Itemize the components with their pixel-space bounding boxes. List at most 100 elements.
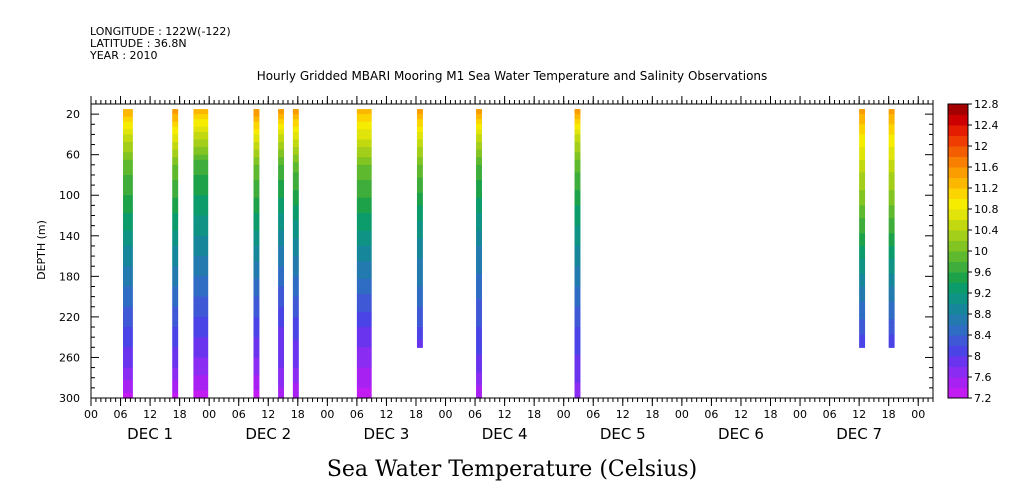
temperature-cell [253,258,260,262]
temperature-cell [292,136,299,141]
temperature-cell [172,207,179,212]
temperature-cell [123,240,133,244]
temperature-cell [416,276,423,280]
temperature-cell [292,159,299,163]
colorbar-swatch [948,303,968,315]
temperature-cell [278,124,285,128]
temperature-cell [476,296,482,300]
temperature-cell [859,253,866,257]
temperature-cell [476,268,482,272]
temperature-cell [416,311,423,315]
temperature-cell [476,299,482,303]
temperature-cell [172,278,179,283]
temperature-cell [574,392,581,397]
temperature-cell [292,253,299,257]
temperature-cell [888,316,895,321]
temperature-cell [574,147,581,151]
temperature-cell [172,329,179,333]
temperature-cell [123,347,133,351]
temperature-cell [476,192,482,196]
observation-column-11 [859,109,866,348]
temperature-cell [416,157,423,161]
temperature-cell [292,321,299,326]
temperature-cell [859,220,866,224]
day-label: DEC 1 [127,425,173,443]
temperature-cell [574,142,581,146]
temperature-cell [356,205,372,209]
temperature-cell [172,197,179,201]
temperature-cell [193,347,209,351]
temperature-cell [476,210,482,214]
temperature-cell [416,304,423,308]
temperature-cell [416,205,423,209]
temperature-cell [123,235,133,239]
temperature-cell [292,377,299,381]
colorbar-swatch [948,135,968,147]
temperature-cell [123,157,133,161]
temperature-cell [574,223,581,227]
temperature-cell [476,342,482,346]
temperature-cell [574,218,581,222]
temperature-cell [356,245,372,250]
temperature-cell [172,268,179,272]
temperature-cell [253,314,260,318]
temperature-cell [193,390,209,394]
temperature-cell [193,271,209,275]
temperature-cell [278,370,285,374]
temperature-cell [476,190,482,194]
temperature-cell [574,174,581,179]
temperature-cell [292,157,299,161]
x-tick-label: 12 [498,408,512,421]
temperature-cell [253,390,260,394]
temperature-cell [278,309,285,313]
temperature-cell [123,296,133,300]
temperature-cell [356,149,372,153]
temperature-cell [859,185,866,189]
temperature-cell [172,187,179,191]
temperature-cell [253,248,260,252]
observation-column-5 [278,109,285,399]
temperature-cell [356,207,372,212]
temperature-cell [253,129,260,133]
temperature-cell [859,245,866,250]
temperature-cell [253,124,260,128]
temperature-cell [888,276,895,280]
temperature-cell [574,152,581,156]
temperature-cell [888,334,895,338]
temperature-cell [172,385,179,389]
temperature-cell [356,271,372,275]
temperature-cell [193,375,209,379]
x-tick-label: 12 [734,408,748,421]
temperature-cell [416,195,423,199]
temperature-cell [278,109,285,113]
temperature-cell [193,344,209,348]
temperature-cell [476,182,482,186]
temperature-cell [253,309,260,313]
temperature-cell [416,142,423,146]
temperature-cell [172,167,179,171]
temperature-cell [888,159,895,163]
temperature-cell [356,261,372,265]
colorbar-label: 12 [974,140,988,153]
temperature-cell [123,352,133,356]
temperature-cell [574,131,581,136]
temperature-cell [193,126,209,130]
temperature-cell [292,392,299,397]
colorbar-label: 8 [974,350,981,363]
temperature-cell [193,299,209,303]
temperature-cell [193,380,209,384]
temperature-cell [416,238,423,242]
temperature-cell [123,197,133,201]
temperature-cell [278,329,285,333]
temperature-cell [574,276,581,280]
temperature-cell [859,337,866,341]
temperature-cell [476,154,482,158]
temperature-cell [253,245,260,250]
temperature-cell [416,301,423,305]
temperature-cell [278,126,285,130]
temperature-cell [859,111,866,115]
temperature-cell [416,268,423,272]
temperature-cell [574,121,581,125]
temperature-cell [859,286,866,290]
temperature-cell [574,159,581,163]
